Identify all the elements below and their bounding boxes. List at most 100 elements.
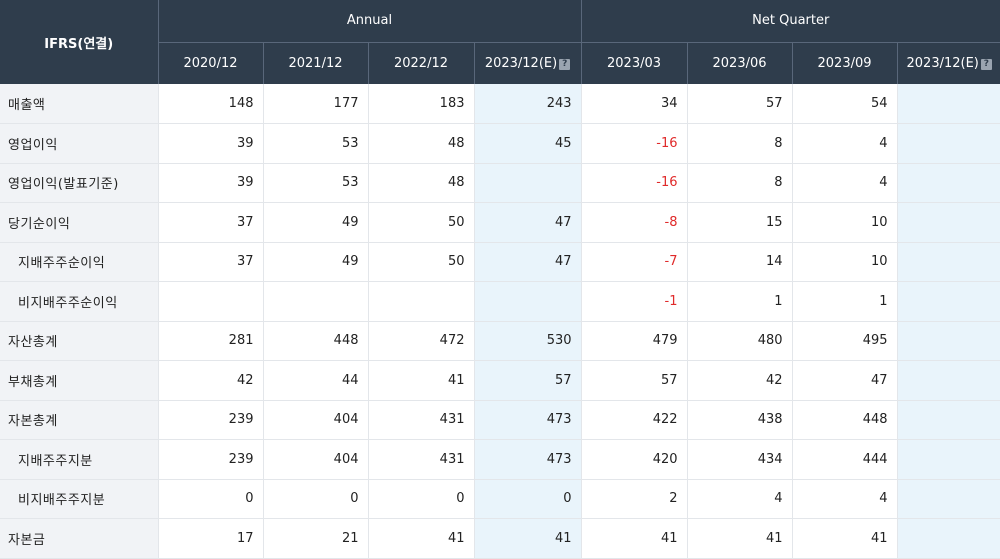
table-cell: 444 bbox=[791, 439, 898, 480]
row-label: 자본금 bbox=[0, 518, 158, 559]
table-cell: 2 bbox=[580, 479, 688, 519]
table-cell: 281 bbox=[157, 321, 263, 361]
table-row: 자본총계 239 404 431 473 422 438 448 bbox=[0, 400, 1000, 440]
period-header: 2020/12 bbox=[157, 41, 263, 84]
table-cell: 10 bbox=[791, 202, 898, 243]
table-cell: 420 bbox=[580, 439, 688, 480]
row-label: 자산총계 bbox=[0, 321, 158, 361]
table-cell bbox=[896, 479, 1000, 519]
table-cell: 480 bbox=[686, 321, 793, 361]
table-cell: 431 bbox=[367, 400, 474, 440]
period-header: 2023/12(E)? bbox=[473, 41, 582, 84]
table-cell: 42 bbox=[157, 360, 263, 401]
row-label: 지배주주순이익 bbox=[0, 242, 158, 282]
table-cell: 41 bbox=[473, 518, 582, 559]
table-row: 지배주주지분 239 404 431 473 420 434 444 bbox=[0, 439, 1000, 480]
table-cell: -16 bbox=[580, 163, 688, 203]
table-row: 비지배주주순이익 -1 1 1 bbox=[0, 281, 1000, 322]
table-cell: 8 bbox=[686, 163, 793, 203]
period-label: 2020/12 bbox=[183, 55, 238, 71]
table-cell bbox=[896, 518, 1000, 559]
table-cell: 41 bbox=[686, 518, 793, 559]
table-cell bbox=[157, 281, 263, 322]
table-cell: 14 bbox=[686, 242, 793, 282]
table-cell bbox=[896, 321, 1000, 361]
table-cell: 53 bbox=[262, 163, 368, 203]
table-cell bbox=[896, 202, 1000, 243]
table-cell: 434 bbox=[686, 439, 793, 480]
table-cell: 4 bbox=[791, 123, 898, 164]
table-cell: 47 bbox=[473, 202, 582, 243]
table-cell: 21 bbox=[262, 518, 368, 559]
period-label: 2023/12(E) bbox=[906, 55, 979, 71]
table-cell: 10 bbox=[791, 242, 898, 282]
table-cell: 495 bbox=[791, 321, 898, 361]
row-label: 영업이익 bbox=[0, 123, 158, 164]
table-cell bbox=[896, 400, 1000, 440]
row-label: 지배주주지분 bbox=[0, 439, 158, 480]
table-cell: 57 bbox=[580, 360, 688, 401]
table-cell: 47 bbox=[791, 360, 898, 401]
table-row: 영업이익 39 53 48 45 -16 8 4 bbox=[0, 123, 1000, 164]
table-cell: 448 bbox=[262, 321, 368, 361]
table-body: 매출액 148 177 183 243 34 57 54 영업이익 39 53 48 45 -16 8 4 영업… bbox=[0, 84, 1000, 559]
row-label: 비지배주주순이익 bbox=[0, 281, 158, 322]
table-cell: 42 bbox=[686, 360, 793, 401]
table-cell bbox=[473, 163, 582, 203]
corner-label: IFRS(연결) bbox=[0, 0, 158, 84]
table-cell bbox=[896, 360, 1000, 401]
table-cell: 15 bbox=[686, 202, 793, 243]
table-cell: 472 bbox=[367, 321, 474, 361]
table-cell: 8 bbox=[686, 123, 793, 164]
table-cell: 50 bbox=[367, 202, 474, 243]
table-cell: -1 bbox=[580, 281, 688, 322]
table-row: 비지배주주지분 0 0 0 0 2 4 4 bbox=[0, 479, 1000, 519]
table-cell: 239 bbox=[157, 439, 263, 480]
table-cell: 243 bbox=[473, 84, 582, 124]
table-cell: 431 bbox=[367, 439, 474, 480]
table-cell: 4 bbox=[791, 479, 898, 519]
row-label: 자본총계 bbox=[0, 400, 158, 440]
table-cell bbox=[367, 281, 474, 322]
table-cell: 404 bbox=[262, 439, 368, 480]
period-header: 2023/09 bbox=[791, 41, 898, 84]
table-cell: 41 bbox=[367, 360, 474, 401]
period-header: 2023/12(E)? bbox=[896, 41, 1000, 84]
table-row: 당기순이익 37 49 50 47 -8 15 10 bbox=[0, 202, 1000, 243]
table-cell bbox=[262, 281, 368, 322]
group-header-quarter: Net Quarter bbox=[580, 0, 1000, 42]
period-label: 2023/03 bbox=[607, 55, 662, 71]
table-cell: -7 bbox=[580, 242, 688, 282]
table-cell: 473 bbox=[473, 439, 582, 480]
table-row: 지배주주순이익 37 49 50 47 -7 14 10 bbox=[0, 242, 1000, 282]
table-cell: 4 bbox=[686, 479, 793, 519]
period-header: 2023/06 bbox=[686, 41, 793, 84]
estimate-info-icon[interactable]: ? bbox=[559, 58, 571, 70]
period-label: 2023/09 bbox=[817, 55, 872, 71]
table-cell: 48 bbox=[367, 123, 474, 164]
table-cell: 177 bbox=[262, 84, 368, 124]
period-header: 2022/12 bbox=[367, 41, 474, 84]
table-cell bbox=[896, 123, 1000, 164]
period-label: 2022/12 bbox=[393, 55, 448, 71]
table-cell: 41 bbox=[367, 518, 474, 559]
table-cell: 1 bbox=[791, 281, 898, 322]
estimate-info-icon[interactable]: ? bbox=[980, 58, 992, 70]
table-cell: 17 bbox=[157, 518, 263, 559]
table-cell: 448 bbox=[791, 400, 898, 440]
table-cell: 39 bbox=[157, 163, 263, 203]
period-label: 2021/12 bbox=[288, 55, 343, 71]
table-cell bbox=[896, 163, 1000, 203]
table-cell: 4 bbox=[791, 163, 898, 203]
table-cell: 34 bbox=[580, 84, 688, 124]
table-cell: 44 bbox=[262, 360, 368, 401]
table-row: 영업이익(발표기준) 39 53 48 -16 8 4 bbox=[0, 163, 1000, 203]
row-label: 매출액 bbox=[0, 84, 158, 124]
table-cell: 57 bbox=[473, 360, 582, 401]
table-cell: 57 bbox=[686, 84, 793, 124]
table-cell: 53 bbox=[262, 123, 368, 164]
period-header: 2023/03 bbox=[580, 41, 688, 84]
table-cell: 0 bbox=[262, 479, 368, 519]
table-cell: -8 bbox=[580, 202, 688, 243]
